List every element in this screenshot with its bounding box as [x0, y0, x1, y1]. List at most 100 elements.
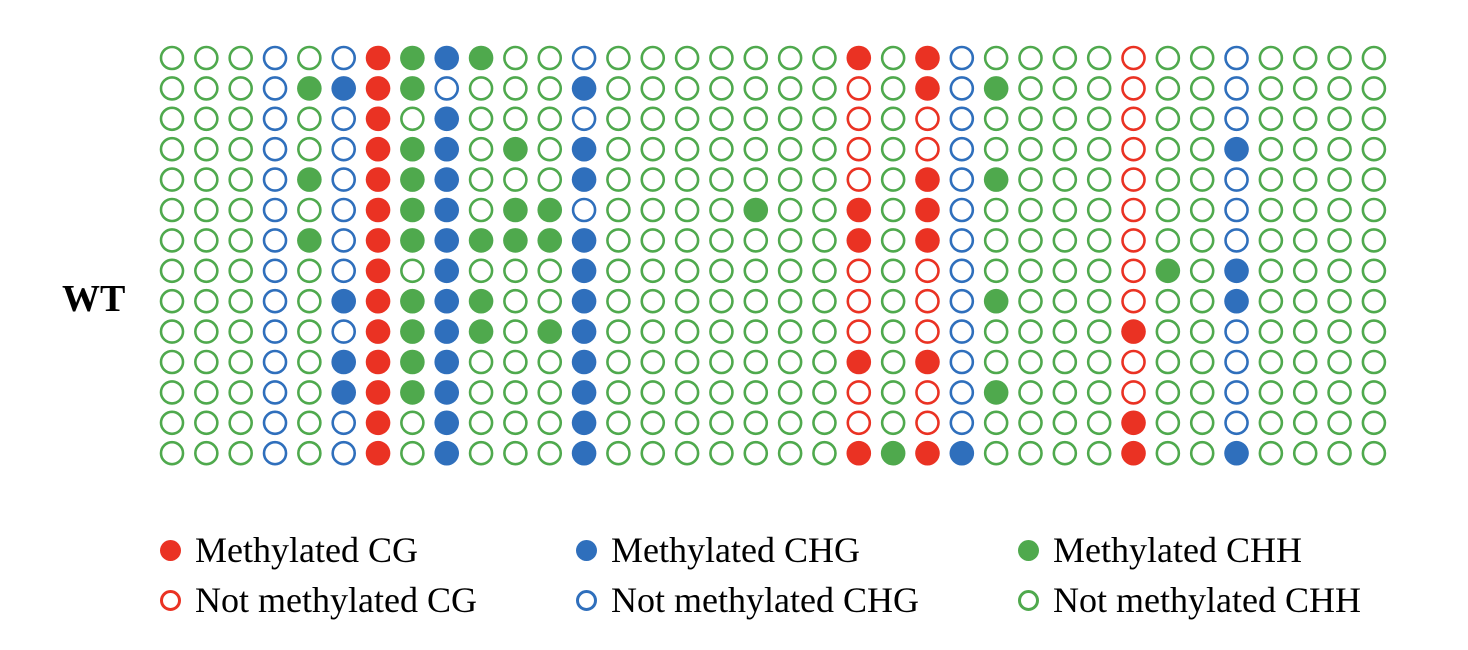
not-methylated-chh-site — [194, 258, 219, 284]
not-methylated-chh-site — [1052, 167, 1078, 192]
methylated-cg-site — [365, 440, 391, 466]
not-methylated-chh-site — [1155, 228, 1181, 253]
not-methylated-chh-site — [1292, 106, 1318, 132]
not-methylated-chh-site — [1018, 288, 1043, 314]
not-methylated-chh-site — [1361, 45, 1387, 71]
not-methylated-chh-site — [674, 410, 700, 436]
not-methylated-chg-site — [434, 76, 460, 101]
not-methylated-chh-site — [468, 349, 494, 375]
not-methylated-chh-site — [812, 197, 837, 223]
methylated-chg-site — [1224, 136, 1249, 162]
not-methylated-chh-site — [1155, 197, 1181, 223]
not-methylated-chh-site — [1361, 76, 1387, 101]
not-methylated-chh-site — [1292, 319, 1318, 344]
not-methylated-chh-site — [159, 136, 185, 162]
not-methylated-chh-site — [812, 288, 837, 314]
not-methylated-chh-site — [743, 319, 769, 344]
not-methylated-chh-site — [812, 380, 837, 405]
legend-label: Not methylated CHH — [1053, 580, 1361, 620]
not-methylated-cg-site — [915, 258, 940, 284]
not-methylated-chh-site — [777, 228, 803, 253]
not-methylated-chh-site — [1292, 288, 1318, 314]
not-methylated-chh-site — [1258, 136, 1284, 162]
not-methylated-chh-site — [228, 440, 253, 466]
not-methylated-chh-site — [674, 380, 700, 405]
not-methylated-chh-site — [880, 136, 906, 162]
legend-label: Not methylated CHG — [611, 580, 919, 620]
legend-label: Methylated CHG — [611, 530, 860, 570]
not-methylated-chh-site — [880, 349, 906, 375]
not-methylated-chh-site — [640, 319, 666, 344]
methylated-chh-site — [983, 288, 1009, 314]
not-methylated-chh-site — [1189, 410, 1215, 436]
not-methylated-chh-site — [1189, 167, 1215, 192]
not-methylated-chh-site — [1189, 288, 1215, 314]
not-methylated-chg-site — [331, 440, 357, 466]
not-methylated-chh-site — [640, 380, 666, 405]
not-methylated-chh-site — [743, 228, 769, 253]
not-methylated-chh-site — [1052, 380, 1078, 405]
not-methylated-chh-site — [194, 76, 219, 101]
methylated-cg-site — [1121, 410, 1146, 436]
not-methylated-chg-site — [331, 45, 357, 71]
not-methylated-chh-site — [1292, 258, 1318, 284]
not-methylated-chh-site — [1327, 167, 1352, 192]
not-methylated-cg-site — [1121, 167, 1146, 192]
not-methylated-chh-site — [640, 167, 666, 192]
not-methylated-cg-site — [846, 380, 872, 405]
not-methylated-chh-site — [159, 440, 185, 466]
not-methylated-chh-site — [159, 106, 185, 132]
not-methylated-chh-site — [537, 167, 563, 192]
methylated-chg-site — [434, 45, 460, 71]
not-methylated-chh-site — [1086, 349, 1112, 375]
not-methylated-chh-site — [1052, 197, 1078, 223]
not-methylated-chh-site — [228, 76, 253, 101]
not-methylated-chh-site — [1189, 197, 1215, 223]
methylated-cg-site — [365, 197, 391, 223]
not-methylated-chg-site — [949, 380, 975, 405]
methylated-chg-site — [434, 410, 460, 436]
not-methylated-chh-site — [743, 258, 769, 284]
not-methylated-cg-site — [915, 380, 940, 405]
methylated-chh-site — [468, 45, 494, 71]
not-methylated-chh-dot-icon — [1018, 589, 1039, 611]
not-methylated-chh-site — [537, 440, 563, 466]
not-methylated-chh-site — [1155, 288, 1181, 314]
not-methylated-chh-site — [1292, 410, 1318, 436]
methylated-chg-site — [1224, 288, 1249, 314]
methylated-chh-site — [468, 288, 494, 314]
not-methylated-cg-site — [1121, 288, 1146, 314]
not-methylated-cg-dot-icon — [160, 589, 181, 611]
not-methylated-cg-site — [915, 136, 940, 162]
legend-item-not-methylated-cg: Not methylated CG — [160, 580, 477, 620]
methylated-cg-site — [365, 106, 391, 132]
not-methylated-chh-site — [777, 410, 803, 436]
not-methylated-chh-site — [194, 288, 219, 314]
not-methylated-chh-site — [1189, 106, 1215, 132]
not-methylated-chh-site — [1018, 440, 1043, 466]
not-methylated-chh-site — [606, 258, 631, 284]
not-methylated-chh-site — [777, 167, 803, 192]
not-methylated-chg-site — [1224, 167, 1249, 192]
not-methylated-chh-site — [159, 197, 185, 223]
methylated-chg-site — [331, 288, 357, 314]
not-methylated-chh-site — [1361, 258, 1387, 284]
not-methylated-chh-site — [743, 76, 769, 101]
not-methylated-chh-site — [674, 228, 700, 253]
methylated-chg-site — [1224, 440, 1249, 466]
methylated-chh-site — [400, 288, 425, 314]
not-methylated-chg-site — [1224, 45, 1249, 71]
not-methylated-chh-site — [1189, 228, 1215, 253]
not-methylated-chh-site — [606, 197, 631, 223]
not-methylated-chh-site — [468, 76, 494, 101]
methylated-chh-site — [983, 76, 1009, 101]
not-methylated-chg-site — [949, 288, 975, 314]
not-methylated-chh-site — [503, 167, 528, 192]
not-methylated-chh-site — [674, 440, 700, 466]
methylated-cg-site — [846, 349, 872, 375]
methylated-chg-site — [434, 380, 460, 405]
not-methylated-chh-site — [1292, 228, 1318, 253]
not-methylated-chh-site — [674, 167, 700, 192]
not-methylated-chh-site — [228, 288, 253, 314]
not-methylated-chh-site — [880, 258, 906, 284]
